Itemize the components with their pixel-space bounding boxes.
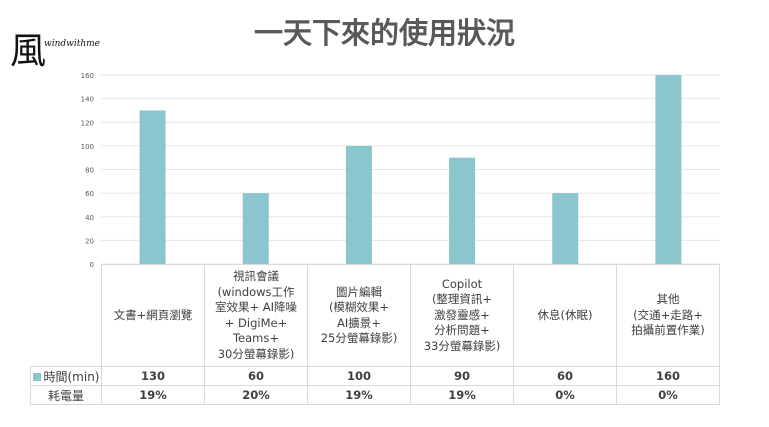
data-table: 文書+網頁瀏覽 視訊會議 (windows工作 室效果+ AI降噪 + DigiM… [30, 264, 720, 405]
category-label: 圖片編輯 (模糊效果+ AI擴景+ 25分螢幕錄影) [307, 264, 411, 367]
power-row: 耗電量 19% 20% 19% 19% 0% 0% [30, 385, 720, 405]
windwithme-logo: 風 windwithme [10, 22, 100, 72]
bar [139, 110, 166, 264]
time-value: 130 [101, 366, 205, 386]
time-value: 100 [307, 366, 411, 386]
series-name: 時間(min) [43, 369, 100, 384]
category-label: 文書+網頁瀏覽 [101, 264, 205, 367]
series-label: 時間(min) [30, 366, 102, 386]
category-label: 休息(休眠) [513, 264, 617, 367]
time-value: 160 [616, 366, 720, 386]
power-value: 0% [513, 385, 617, 405]
power-value: 19% [101, 385, 205, 405]
y-tick-label: 40 [85, 214, 94, 222]
bar [449, 157, 476, 264]
logo-glyph: 風 [10, 31, 47, 72]
time-value: 60 [204, 366, 308, 386]
category-row: 文書+網頁瀏覽 視訊會議 (windows工作 室效果+ AI降噪 + DigiM… [30, 264, 720, 367]
category-label: Copilot (整理資訊+ 激發靈感+ 分析問題+ 33分螢幕錄影) [410, 264, 514, 367]
y-tick-label: 100 [81, 143, 94, 151]
category-label: 其他 (交通+走路+ 拍攝前置作業) [616, 264, 720, 367]
chart-title: 一天下來的使用狀況 [253, 16, 515, 50]
y-tick-label: 80 [85, 167, 94, 175]
series-row: 時間(min) 130 60 100 90 60 160 [30, 366, 720, 386]
power-label: 耗電量 [30, 385, 102, 405]
bar [242, 193, 269, 264]
bar [345, 145, 372, 264]
y-tick-label: 140 [81, 96, 94, 104]
power-value: 19% [307, 385, 411, 405]
power-value: 20% [204, 385, 308, 405]
bar [552, 193, 579, 264]
y-tick-label: 160 [81, 72, 94, 80]
time-value: 60 [513, 366, 617, 386]
power-value: 19% [410, 385, 514, 405]
corner-cell [30, 264, 102, 367]
y-tick-label: 120 [81, 119, 94, 127]
logo-text: windwithme [44, 39, 100, 49]
time-value: 90 [410, 366, 514, 386]
y-tick-label: 60 [85, 190, 94, 198]
legend-swatch [32, 372, 41, 381]
category-label: 視訊會議 (windows工作 室效果+ AI降噪 + DigiMe+ Team… [204, 264, 308, 367]
power-value: 0% [616, 385, 720, 405]
bar [655, 75, 682, 264]
y-tick-label: 20 [85, 237, 94, 245]
